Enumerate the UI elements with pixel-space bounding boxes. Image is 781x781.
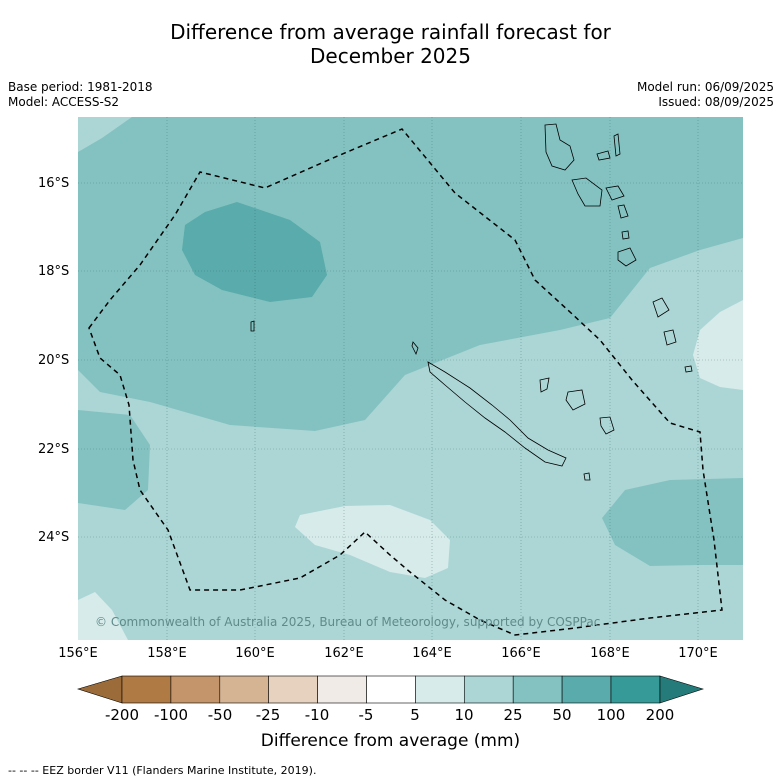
lat-label-20s: 20°S: [38, 353, 70, 368]
model-name: Model: ACCESS-S2: [8, 95, 120, 109]
lon-label-160e: 160°E: [235, 646, 275, 661]
colorbar-tick: -100: [153, 706, 189, 724]
vanuatu-ambae: [596, 150, 611, 161]
lon-label-164e: 164°E: [412, 646, 452, 661]
colorbar-cell: [121, 675, 172, 704]
colorbar-cell: [415, 675, 465, 704]
issued-date: Issued: 08/09/2025: [658, 95, 774, 109]
loyalty-ouvea: [539, 377, 550, 393]
lon-label-170e: 170°E: [678, 646, 718, 661]
chesterfield-islands: [250, 320, 255, 332]
colorbar-cells: [121, 675, 661, 704]
colorbar-tick: -5: [358, 706, 374, 724]
anomaly-corner-10-25: [78, 117, 132, 152]
anomaly-pocket-south-5-10: [295, 505, 450, 578]
colorbar-cell: [170, 675, 221, 704]
colorbar-tick: -200: [104, 706, 140, 724]
map-area: [78, 117, 743, 640]
colorbar-tick: 200: [645, 706, 675, 724]
anomaly-pocket-east-5-10: [693, 300, 743, 390]
colorbar-tick: 5: [410, 706, 420, 724]
colorbar-cell: [463, 675, 514, 704]
colorbar-cell: [219, 675, 270, 704]
loyalty-mare: [599, 416, 615, 435]
vanuatu-malakula: [571, 177, 603, 207]
colorbar-cell: [561, 675, 612, 704]
colorbar-tick: 10: [454, 706, 474, 724]
lon-label-168e: 168°E: [590, 646, 630, 661]
colorbar-tick: 100: [596, 706, 626, 724]
vanuatu-efate: [617, 247, 637, 267]
lon-label-166e: 166°E: [501, 646, 541, 661]
eez-footnote: -- -- -- EEZ border V11 (Flanders Marine…: [8, 764, 317, 777]
colorbar-label: Difference from average (mm): [260, 731, 521, 751]
anomaly-pocket-sw-5-10: [78, 592, 128, 640]
new-caledonia-outline: [427, 361, 567, 467]
vanuatu-ambrym: [605, 185, 625, 201]
lat-label-24s: 24°S: [38, 530, 70, 545]
colorbar-tick: 50: [552, 706, 572, 724]
vanuatu-epi: [617, 204, 629, 219]
loyalty-lifou: [565, 389, 586, 411]
base-period: Base period: 1981-2018: [8, 80, 153, 94]
map-title: Difference from average rainfall forecas…: [0, 20, 781, 68]
colorbar-cell: [268, 675, 318, 704]
meta-left: Base period: 1981-2018 Model: ACCESS-S2: [8, 80, 153, 110]
colorbar-cell: [610, 675, 661, 704]
belep-islands: [411, 341, 419, 356]
lat-label-16s: 16°S: [38, 176, 70, 191]
copyright-notice: © Commonwealth of Australia 2025, Bureau…: [95, 615, 601, 629]
lon-label-162e: 162°E: [324, 646, 364, 661]
colorbar-cell: [317, 675, 367, 704]
vanuatu-shepherd: [621, 230, 630, 240]
gridlines: [78, 117, 743, 640]
colorbar: [76, 675, 705, 704]
vanuatu-erromango: [652, 297, 670, 318]
title-line-2: December 2025: [310, 44, 471, 68]
lon-label-158e: 158°E: [147, 646, 187, 661]
eez-border: [88, 128, 723, 636]
anomaly-pocket-southeast: [602, 478, 743, 566]
colorbar-extend-high: [659, 675, 705, 704]
title-line-1: Difference from average rainfall forecas…: [170, 20, 611, 44]
isle-of-pines: [583, 472, 591, 481]
lat-label-18s: 18°S: [38, 264, 70, 279]
vanuatu-aneityum: [684, 365, 693, 373]
colorbar-tick: -10: [304, 706, 330, 724]
vanuatu-maewo: [613, 133, 621, 157]
model-run: Model run: 06/09/2025: [636, 80, 774, 94]
colorbar-tick: -25: [255, 706, 281, 724]
anomaly-region-10-25: [78, 238, 743, 640]
anomaly-pocket-50-100: [182, 202, 327, 302]
colorbar-extend-low: [76, 675, 123, 704]
anomaly-pocket-west: [78, 410, 150, 510]
meta-right: Model run: 06/09/2025 Issued: 08/09/2025: [637, 80, 774, 110]
colorbar-cell: [512, 675, 563, 704]
lat-label-22s: 22°S: [38, 442, 70, 457]
lon-label-156e: 156°E: [58, 646, 98, 661]
vanuatu-espiritu-santo: [544, 123, 575, 171]
colorbar-tick: 25: [503, 706, 523, 724]
vanuatu-tanna: [663, 329, 677, 346]
colorbar-tick: -50: [207, 706, 233, 724]
colorbar-cell: [366, 675, 416, 704]
